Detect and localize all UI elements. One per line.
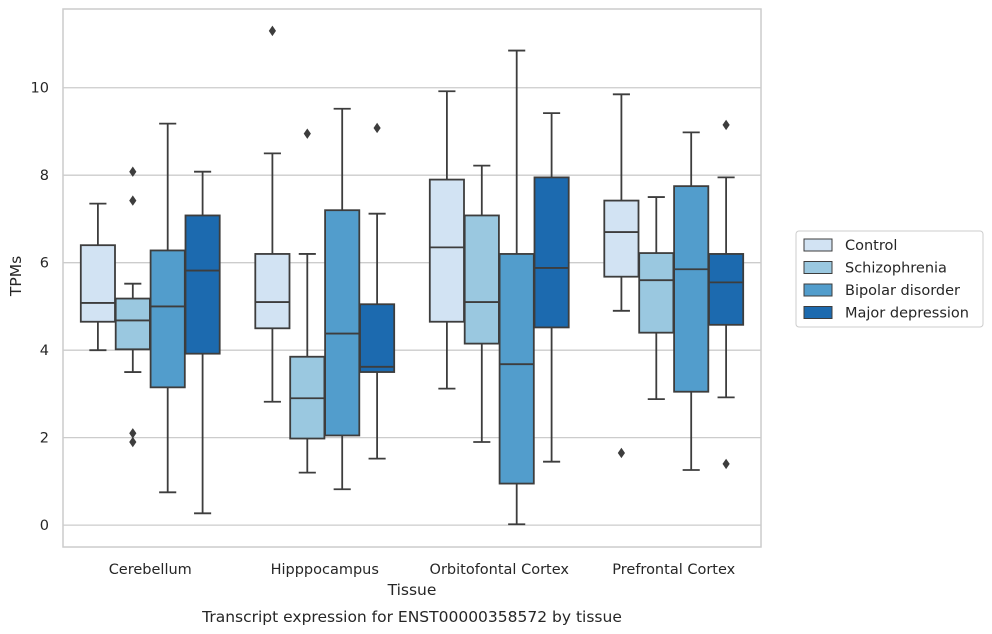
box-body [603, 199, 640, 278]
box-1-3 [359, 122, 396, 460]
box-1-2 [324, 107, 361, 491]
x-tick-label: Orbitofontal Cortex [430, 562, 570, 578]
y-tick-labels: 0 2 4 6 8 10 [31, 81, 49, 534]
y-tick-label: 10 [31, 81, 49, 97]
box-body [638, 252, 675, 334]
box-3-0 [603, 93, 640, 459]
box-3-1 [638, 196, 675, 401]
box-body [498, 253, 535, 485]
box-body [184, 214, 221, 355]
y-tick-label: 8 [40, 168, 49, 184]
box-3-2 [673, 131, 710, 471]
outlier-point [722, 119, 730, 131]
x-tick-label: Cerebellum [109, 562, 192, 578]
box-body [533, 176, 570, 329]
box-2-0 [428, 90, 465, 390]
legend-frame [795, 230, 984, 328]
legend: Control Schizophrenia Bipolar disorder Majo… [795, 230, 984, 328]
y-tick-label: 0 [40, 518, 49, 534]
box-1-0 [254, 25, 291, 403]
x-tick-label: Hipppocampus [271, 562, 379, 578]
box-body [463, 214, 500, 345]
legend-swatch [803, 306, 833, 319]
x-axis-label: Tissue [387, 581, 437, 599]
box-0-1 [114, 166, 151, 448]
legend-label: Major depression [845, 306, 969, 322]
outlier-point [268, 25, 276, 37]
box-body [673, 185, 710, 393]
outlier-point [129, 436, 137, 448]
box-3-3 [708, 119, 745, 470]
y-tick-label: 4 [40, 343, 49, 359]
legend-label: Control [845, 238, 897, 254]
box-series [79, 25, 745, 526]
box-body [254, 253, 291, 330]
legend-swatch [803, 238, 833, 252]
box-body [324, 209, 361, 437]
box-0-0 [79, 202, 116, 352]
box-body [428, 178, 465, 323]
outlier-point [129, 195, 137, 206]
box-1-1 [289, 128, 326, 474]
y-tick-label: 2 [40, 431, 49, 447]
box-body [79, 244, 116, 323]
box-2-1 [463, 164, 500, 443]
legend-swatch [803, 283, 833, 297]
legend-swatch [803, 261, 833, 274]
box-body [359, 303, 396, 373]
outlier-point [722, 458, 730, 470]
box-2-3 [533, 112, 570, 463]
outlier-point [129, 166, 137, 177]
box-body [708, 253, 745, 326]
outlier-point [303, 128, 311, 139]
x-tick-labels: Cerebellum Hipppocampus Orbitofontal Corte… [109, 562, 736, 578]
box-2-2 [498, 49, 535, 526]
legend-label: Bipolar disorder [845, 283, 960, 299]
legend-label: Schizophrenia [845, 261, 947, 277]
box-body [149, 249, 186, 389]
plot-frame [62, 8, 762, 548]
box-body [114, 297, 151, 351]
x-tick-label: Prefrontal Cortex [612, 562, 735, 578]
outlier-point [129, 428, 137, 439]
y-tick-label: 6 [40, 256, 49, 272]
box-0-3 [184, 170, 221, 515]
chart-caption: Transcript expression for ENST0000035857… [201, 608, 622, 626]
legend-items: Control Schizophrenia Bipolar disorder Majo… [803, 238, 969, 322]
outlier-point [373, 122, 381, 134]
y-axis-label: TPMs [7, 256, 25, 297]
outlier-point [617, 447, 625, 459]
